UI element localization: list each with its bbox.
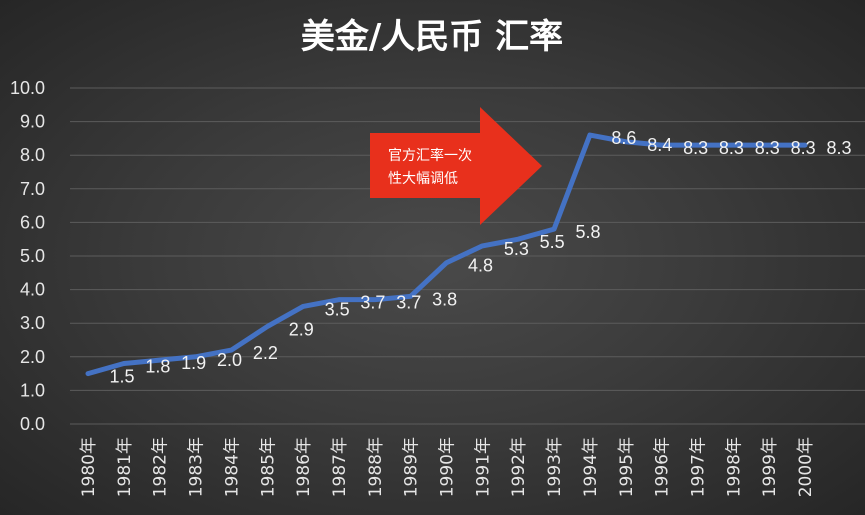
data-label: 3.5 [325,299,350,319]
x-tick-label: 1980年 [79,437,99,497]
data-label: 4.8 [468,256,493,276]
data-label: 8.3 [791,138,816,158]
data-label: 8.3 [826,138,851,158]
series-line [85,132,808,377]
data-label: 8.4 [647,135,672,155]
x-tick-label: 1988年 [366,437,386,497]
y-tick-label: 6.0 [20,212,45,232]
y-tick-label: 9.0 [20,112,45,132]
x-tick-label: 1999年 [760,437,780,497]
annotation-text-line-1: 官方汇率一次 [388,147,472,164]
y-tick-label: 3.0 [20,313,45,333]
y-tick-label: 10.0 [10,78,45,98]
chart-title: 美金/人民币 汇率 [301,17,563,57]
x-tick-label: 1984年 [222,437,242,497]
x-tick-label: 1987年 [330,437,350,497]
annotation: 官方汇率一次 性大幅调低 [370,107,542,225]
data-label: 5.5 [540,232,565,252]
data-label: 2.9 [289,320,314,340]
y-tick-label: 8.0 [20,145,45,165]
x-tick-label: 1983年 [187,437,207,497]
x-axis: 1980年 1981年 1982年 1983年 1984年 1985年 1986年 1987年… [79,437,816,497]
y-tick-label: 4.0 [20,280,45,300]
y-tick-label: 0.0 [20,414,45,434]
data-label: 3.7 [396,293,421,313]
y-tick-label: 2.0 [20,347,45,367]
data-label: 8.3 [755,138,780,158]
annotation-text-line-2: 性大幅调低 [388,171,458,187]
x-tick-label: 1991年 [473,437,493,497]
data-label: 8.6 [611,128,636,148]
x-tick-label: 1990年 [438,437,458,497]
x-tick-label: 1996年 [653,437,673,497]
data-label: 8.3 [719,138,744,158]
data-label: 3.8 [432,289,457,309]
data-label: 8.3 [683,138,708,158]
x-tick-label: 1997年 [688,437,708,497]
x-tick-label: 1986年 [294,437,314,497]
data-label: 5.8 [576,222,601,242]
x-tick-label: 1982年 [151,437,171,497]
x-tick-label: 1998年 [724,437,744,497]
data-label: 1.5 [109,367,134,387]
x-tick-label: 1995年 [617,437,637,497]
data-label: 2.2 [253,343,278,363]
data-labels: 1.5 1.8 1.9 2.0 2.2 2.9 3.5 3.7 3.7 3.8 4.8 5.3 5.5 5… [109,128,851,387]
y-tick-label: 7.0 [20,179,45,199]
annotation-arrow [370,107,542,225]
x-tick-label: 1994年 [581,437,601,497]
x-tick-label: 2000年 [796,437,816,497]
data-label: 2.0 [217,350,242,370]
data-label: 3.7 [360,293,385,313]
y-axis: 0.0 1.0 2.0 3.0 4.0 5.0 6.0 7.0 8.0 9.0 10.0 [10,78,45,434]
y-tick-label: 5.0 [20,246,45,266]
data-label: 1.9 [181,353,206,373]
data-label: 1.8 [145,357,170,377]
x-tick-label: 1985年 [258,437,278,497]
y-tick-label: 1.0 [20,380,45,400]
x-tick-label: 1992年 [509,437,529,497]
x-tick-label: 1981年 [115,437,135,497]
x-tick-label: 1989年 [402,437,422,497]
x-tick-label: 1993年 [545,437,565,497]
data-label: 5.3 [504,239,529,259]
